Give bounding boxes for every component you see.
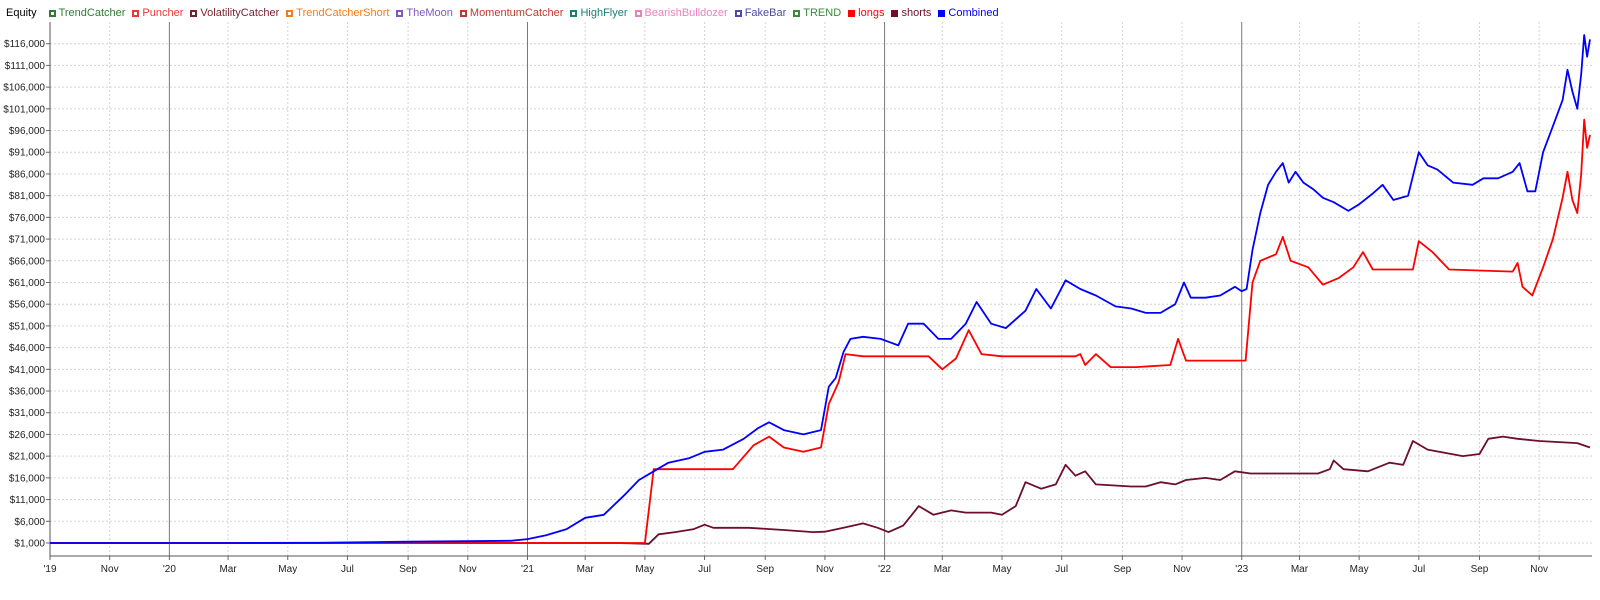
x-tick-label: May	[993, 564, 1012, 575]
x-tick-label: Sep	[1113, 564, 1131, 575]
legend-item-trendcatchershort[interactable]: TrendCatcherShort	[286, 7, 389, 19]
y-tick-label: $31,000	[9, 408, 46, 419]
x-tick-label: Sep	[1471, 564, 1489, 575]
x-tick-label: Nov	[459, 564, 477, 575]
x-tick-label: Nov	[1173, 564, 1191, 575]
y-tick-label: $1,000	[14, 538, 45, 549]
legend-label: TheMoon	[406, 7, 453, 19]
legend-swatch-icon	[734, 9, 742, 17]
x-tick-label: Nov	[101, 564, 119, 575]
legend-item-themoon[interactable]: TheMoon	[396, 7, 453, 19]
x-tick-label: '19	[43, 564, 56, 575]
x-tick-label: '23	[1235, 564, 1248, 575]
x-tick-label: Mar	[219, 564, 237, 575]
series-line-longs	[50, 118, 1591, 544]
legend-item-highflyer[interactable]: HighFlyer	[570, 7, 628, 19]
legend-label: TrendCatcherShort	[296, 7, 390, 19]
legend-label: FakeBar	[744, 7, 787, 19]
y-tick-label: $76,000	[9, 213, 46, 224]
x-tick-label: May	[635, 564, 654, 575]
x-tick-label: Jul	[341, 564, 354, 575]
legend-item-volatilitycatcher[interactable]: VolatilityCatcher	[190, 7, 279, 19]
y-tick-label: $46,000	[9, 343, 46, 354]
x-tick-label: '21	[521, 564, 534, 575]
legend-item-puncher[interactable]: Puncher	[132, 7, 183, 19]
y-tick-label: $6,000	[14, 517, 45, 528]
legend-swatch-icon	[459, 9, 467, 17]
y-tick-label: $91,000	[9, 148, 46, 159]
legend-item-momentumcatcher[interactable]: MomentumCatcher	[459, 7, 564, 19]
x-tick-label: Jul	[1412, 564, 1425, 575]
legend-label: MomentumCatcher	[469, 7, 564, 19]
legend-swatch-icon	[891, 9, 899, 17]
legend-label: longs	[858, 7, 885, 19]
x-tick-label: Nov	[1530, 564, 1548, 575]
y-tick-label: $81,000	[9, 191, 46, 202]
legend-swatch-icon	[132, 9, 140, 17]
legend-swatch-icon	[793, 9, 801, 17]
y-tick-label: $36,000	[9, 387, 46, 398]
x-tick-label: Jul	[1055, 564, 1068, 575]
legend-swatch-icon	[286, 9, 294, 17]
series-line-shorts	[50, 435, 1591, 545]
legend-swatch-icon	[848, 9, 856, 17]
legend-label: VolatilityCatcher	[200, 7, 280, 19]
y-tick-label: $21,000	[9, 452, 46, 463]
x-tick-label: Nov	[816, 564, 834, 575]
x-tick-label: May	[278, 564, 297, 575]
x-tick-label: Mar	[934, 564, 952, 575]
y-tick-label: $116,000	[4, 39, 45, 50]
legend-item-shorts[interactable]: shorts	[891, 7, 931, 19]
y-tick-label: $61,000	[9, 278, 46, 289]
y-tick-label: $51,000	[9, 321, 46, 332]
legend-swatch-icon	[570, 9, 578, 17]
y-tick-label: $106,000	[3, 83, 45, 94]
legend-label: HighFlyer	[580, 7, 628, 19]
y-tick-label: $66,000	[9, 256, 46, 267]
x-tick-label: Jul	[698, 564, 711, 575]
legend-swatch-icon	[396, 9, 404, 17]
legend-swatch-icon	[190, 9, 198, 17]
y-tick-label: $71,000	[9, 235, 46, 246]
legend-swatch-icon	[634, 9, 642, 17]
legend: Equity TrendCatcher Puncher VolatilityCatc…	[6, 5, 1006, 21]
legend-label: TREND	[803, 7, 842, 19]
series-line-combined	[50, 34, 1591, 544]
legend-label: shorts	[901, 7, 932, 19]
legend-item-bearishbulldozer[interactable]: BearishBulldozer	[634, 7, 728, 19]
x-tick-label: Sep	[399, 564, 417, 575]
legend-label: BearishBulldozer	[644, 7, 728, 19]
y-tick-label: $111,000	[5, 61, 46, 72]
x-tick-label: Mar	[1291, 564, 1309, 575]
legend-label: Puncher	[142, 7, 184, 19]
y-tick-label: $101,000	[3, 104, 45, 115]
legend-item-longs[interactable]: longs	[848, 7, 884, 19]
legend-title: Equity	[6, 7, 37, 19]
x-tick-label: Mar	[577, 564, 595, 575]
y-tick-label: $96,000	[9, 126, 46, 137]
x-tick-label: May	[1350, 564, 1369, 575]
legend-item-fakebar[interactable]: FakeBar	[734, 7, 787, 19]
x-tick-label: Sep	[756, 564, 774, 575]
legend-item-combined[interactable]: Combined	[938, 7, 999, 19]
y-tick-label: $11,000	[10, 495, 46, 506]
legend-swatch-icon	[938, 9, 946, 17]
y-tick-label: $56,000	[9, 300, 46, 311]
legend-item-trendcatcher[interactable]: TrendCatcher	[48, 7, 126, 19]
legend-label: TrendCatcher	[58, 7, 126, 19]
x-tick-label: '22	[878, 564, 891, 575]
y-tick-label: $86,000	[9, 169, 46, 180]
legend-label: Combined	[948, 7, 999, 19]
y-tick-label: $41,000	[9, 365, 46, 376]
legend-item-trend[interactable]: TREND	[793, 7, 841, 19]
legend-swatch-icon	[48, 9, 56, 17]
x-tick-label: '20	[163, 564, 176, 575]
y-tick-label: $26,000	[9, 430, 46, 441]
y-tick-label: $16,000	[9, 473, 46, 484]
